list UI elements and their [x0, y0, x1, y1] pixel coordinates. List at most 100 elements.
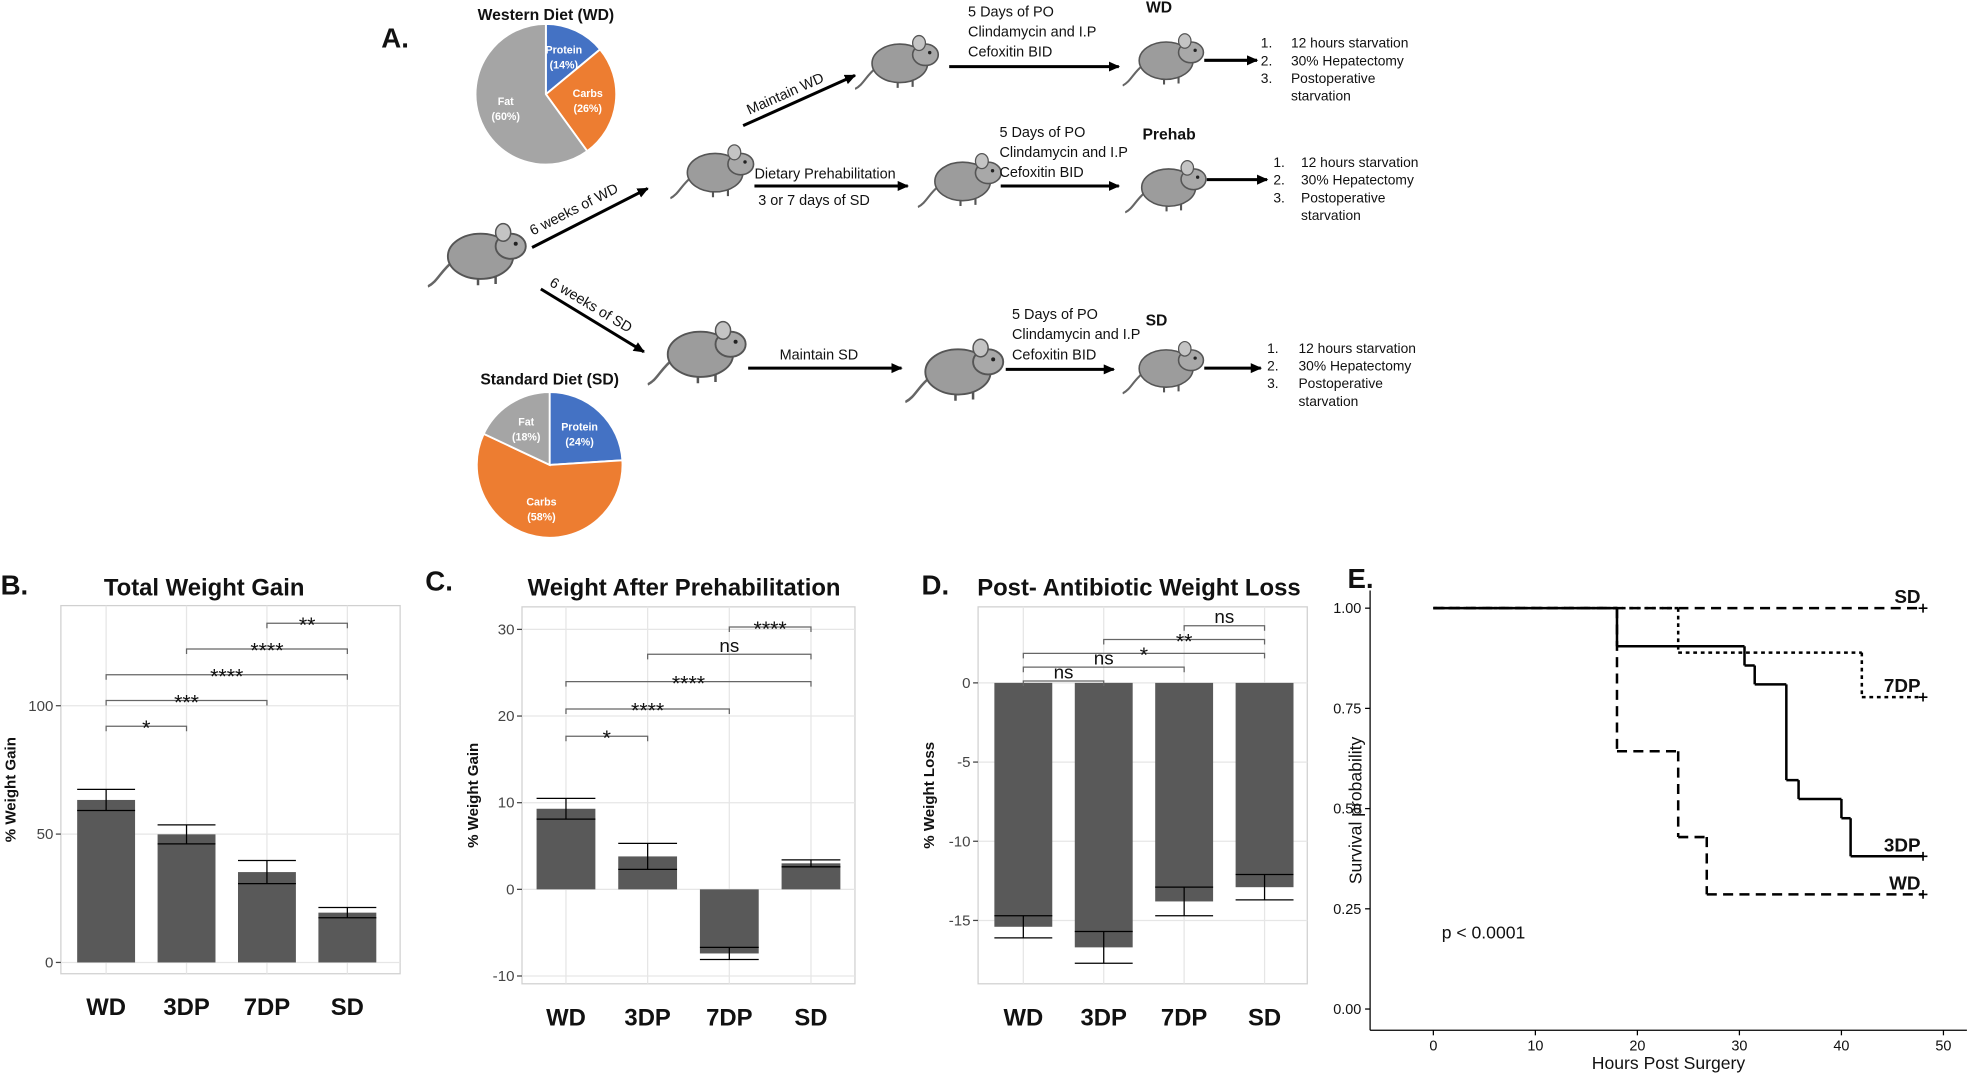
error-bar [1155, 886, 1214, 917]
x-tick-label: 30 [1731, 1038, 1747, 1054]
y-tick-label: 20 [498, 708, 515, 725]
error-bar [1074, 930, 1133, 964]
significance-label: ns [1094, 648, 1114, 669]
error-bar [157, 824, 216, 845]
chart-title: Post- Antibiotic Weight Loss [977, 575, 1300, 602]
treatment-line: Clindamycin and I.P [999, 145, 1127, 161]
significance-label: **** [672, 671, 705, 695]
bar [781, 863, 841, 890]
bar [157, 834, 216, 963]
arrows [531, 55, 1269, 375]
x-tick-label: 20 [1629, 1038, 1645, 1054]
bar [1074, 682, 1133, 948]
x-tick-label: WD [546, 1004, 586, 1031]
significance-label: **** [210, 665, 243, 689]
slice-label: Carbs [573, 88, 603, 100]
slice-value: (18%) [512, 432, 541, 444]
pie-slice [548, 391, 624, 466]
y-tick-label: 0 [506, 881, 514, 898]
error-bar [699, 946, 759, 961]
significance-bracket [105, 725, 188, 732]
significance-label: ns [1214, 606, 1234, 627]
significance-bracket [105, 674, 348, 680]
step-text: starvation [1298, 393, 1358, 409]
x-tick-label: 40 [1833, 1038, 1849, 1054]
significance-label: *** [174, 690, 199, 714]
significance-bracket [185, 648, 348, 654]
step-text: 12 hours starvation [1291, 35, 1408, 51]
y-tick-label: -5 [957, 754, 970, 771]
bar [318, 912, 377, 963]
error-bar [1235, 873, 1294, 901]
significance-label: * [142, 716, 150, 740]
significance-label: ** [1176, 629, 1193, 653]
pie-slice [544, 48, 618, 153]
y-axis-label: % Weight Gain [465, 743, 482, 848]
error-bar [536, 797, 596, 820]
step-marker: 3. [1267, 375, 1279, 391]
step-marker: 3. [1261, 70, 1273, 86]
significance-bracket [1022, 652, 1266, 659]
step-marker: 3. [1273, 189, 1285, 205]
significance-bracket [565, 708, 730, 714]
y-tick-label: 100 [28, 698, 53, 715]
series-label: WD [1889, 872, 1920, 893]
error-bar [781, 859, 841, 868]
pie-slice [475, 432, 624, 539]
y-axis-label: % Weight Loss [921, 742, 938, 849]
error-bar [237, 859, 296, 885]
series-label: SD [1894, 586, 1920, 607]
censor-mark [1918, 889, 1928, 899]
significance-bracket [1183, 625, 1266, 631]
panel-label: A. [381, 23, 409, 54]
step-marker: 1. [1267, 340, 1279, 356]
step-text: Postoperative [1301, 189, 1386, 205]
step-marker: 2. [1261, 52, 1273, 68]
significance-bracket [728, 626, 812, 632]
bar [237, 872, 296, 963]
significance-label: * [1140, 643, 1148, 667]
series-label: 3DP [1884, 834, 1921, 855]
significance-bracket [565, 680, 812, 687]
significance-bracket [1022, 680, 1105, 687]
treatment-line: Clindamycin and I.P [1012, 327, 1140, 343]
group-name: WD [1146, 0, 1172, 17]
x-tick-label: 3DP [163, 994, 209, 1021]
y-axis-label: % Weight Gain [3, 737, 20, 842]
y-tick-label: 10 [498, 795, 515, 812]
x-tick-label: 3DP [624, 1004, 671, 1031]
treatment-line: 5 Days of PO [999, 125, 1085, 141]
y-axis-label: Survival probability [1345, 736, 1365, 884]
significance-label: ns [1054, 661, 1074, 682]
step-text: 12 hours starvation [1301, 154, 1418, 170]
step-text: 12 hours starvation [1298, 340, 1415, 356]
error-bar [77, 788, 136, 812]
x-tick-label: 7DP [244, 994, 290, 1021]
step-marker: 1. [1273, 154, 1285, 170]
y-tick-label: 0.00 [1333, 1002, 1361, 1018]
error-bar [318, 906, 377, 919]
group-name: SD [1146, 312, 1168, 329]
treatment-line: Cefoxitin BID [999, 165, 1083, 181]
x-tick-label: 7DP [706, 1004, 752, 1031]
slice-label: Fat [498, 96, 514, 108]
bar [536, 808, 596, 890]
step-text: 30% Hepatectomy [1298, 358, 1411, 374]
x-tick-label: 50 [1935, 1038, 1951, 1054]
y-tick-label: 1.00 [1333, 601, 1361, 617]
slice-label: Fat [518, 416, 534, 428]
significance-label: **** [250, 639, 283, 663]
bar [699, 889, 759, 954]
treatment-line: Clindamycin and I.P [968, 24, 1096, 40]
step-marker: 2. [1273, 172, 1285, 188]
x-tick-label: 0 [1429, 1038, 1437, 1054]
significance-bracket [1103, 638, 1266, 645]
error-bar [618, 842, 678, 871]
significance-label: ns [719, 635, 739, 656]
transition-label: Dietary Prehabilitation [754, 166, 895, 182]
slice-value: (14%) [550, 60, 579, 72]
censor-mark [1918, 692, 1928, 702]
step-text: starvation [1301, 207, 1361, 223]
bar [1235, 682, 1294, 888]
